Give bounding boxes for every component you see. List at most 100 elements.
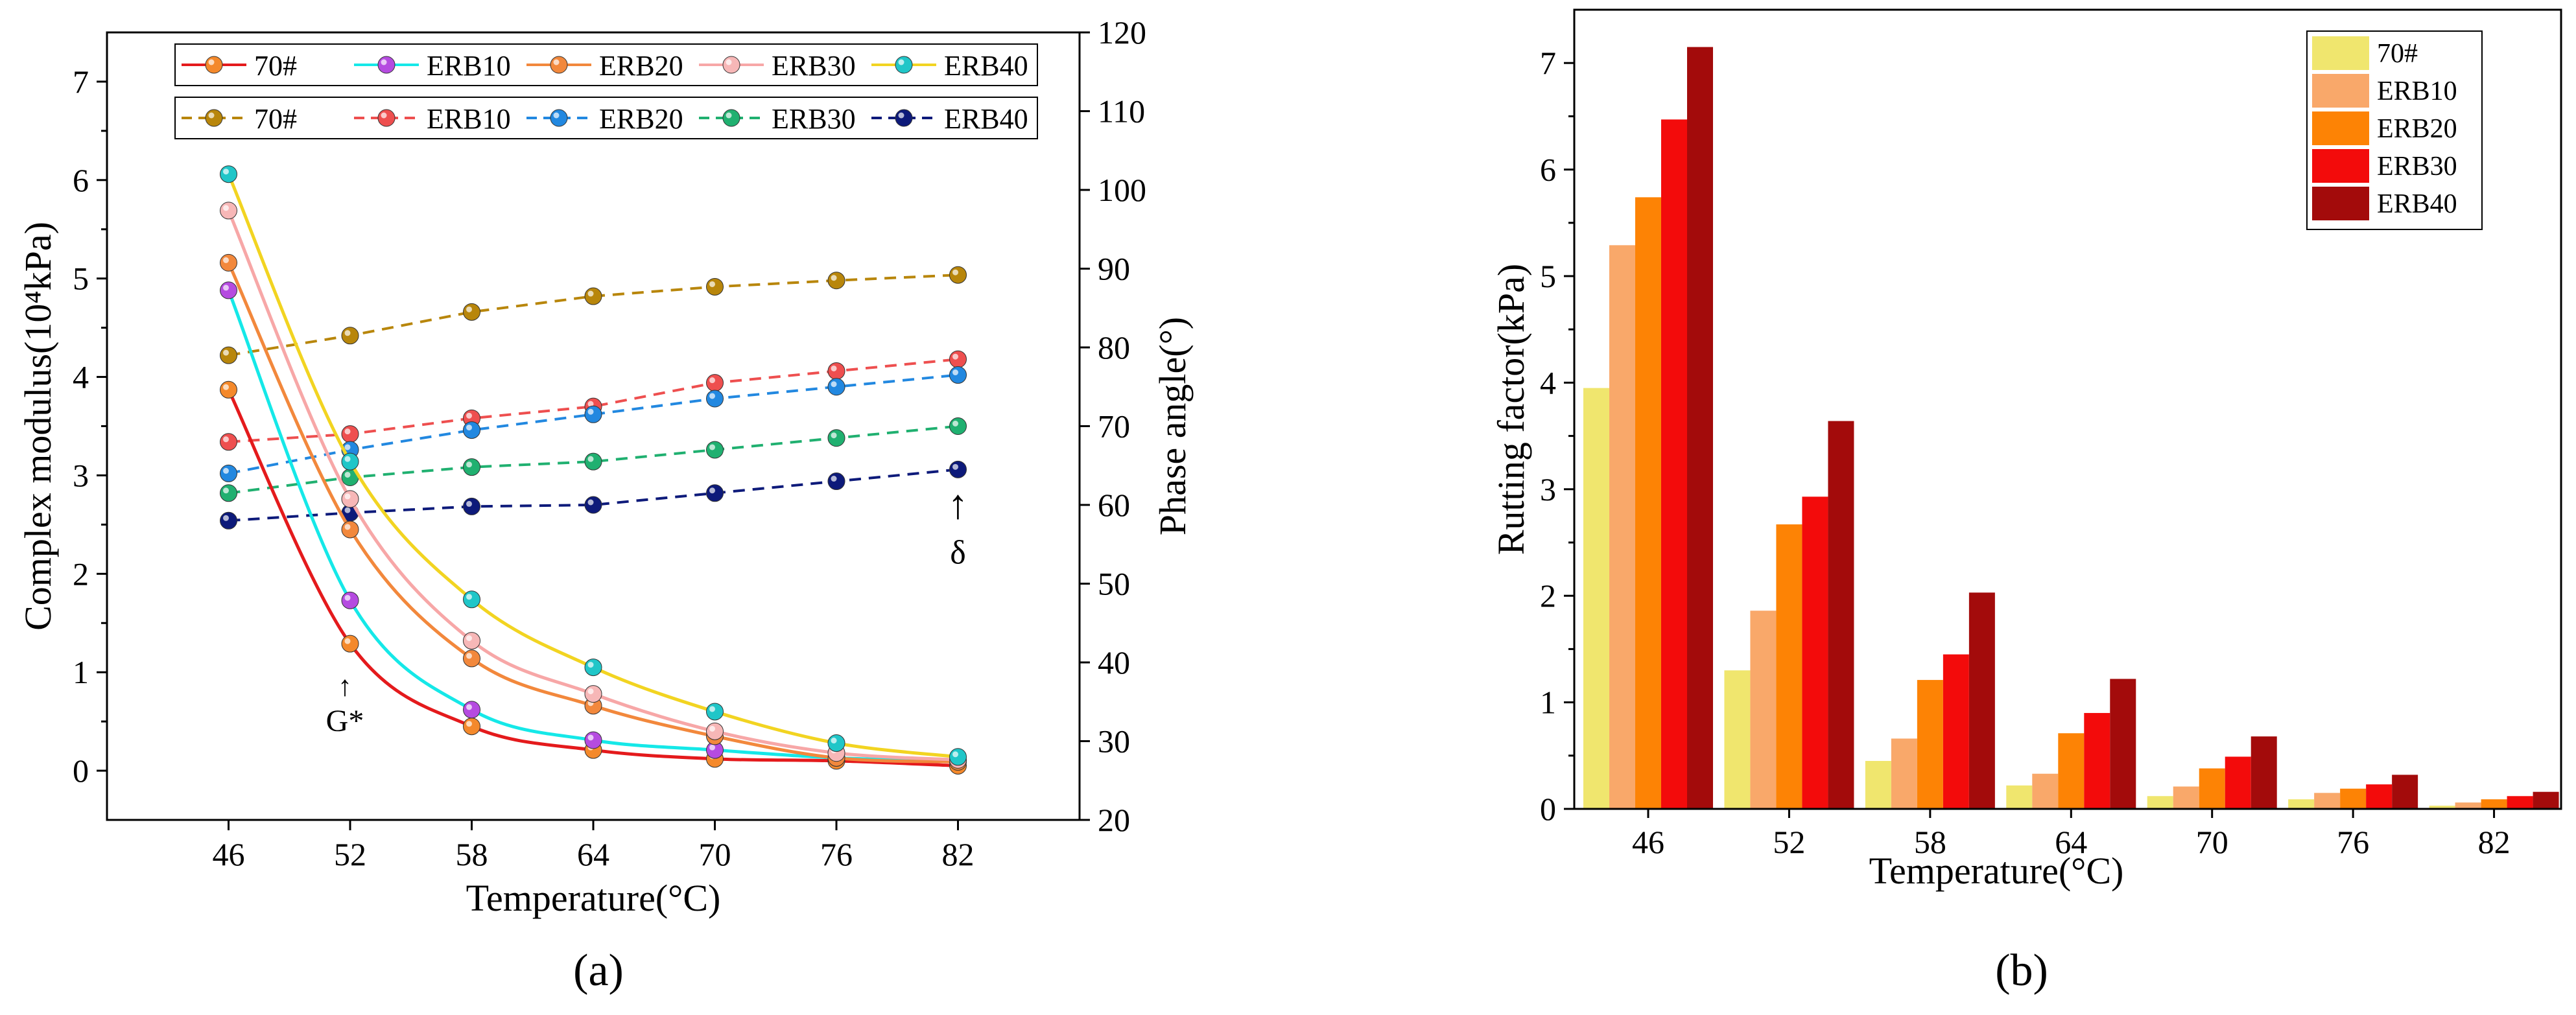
modulus-point	[949, 748, 967, 766]
phase-point-highlight	[952, 269, 958, 275]
modulus-point	[341, 452, 359, 471]
legend-swatch-marker	[550, 56, 568, 74]
legend-swatch-marker-highlight	[381, 59, 387, 65]
phase-line	[228, 274, 958, 357]
legend-swatch-marker-highlight	[553, 112, 560, 119]
phase-point-highlight	[952, 369, 958, 376]
bar	[2314, 793, 2341, 809]
phase-point-highlight	[344, 444, 351, 450]
legend-swatch-b	[2312, 187, 2369, 220]
bar	[2110, 679, 2136, 809]
legend-swatch-b	[2312, 149, 2369, 183]
x-tick-label-b: 58	[1914, 824, 1946, 860]
phase-point-highlight	[466, 461, 472, 468]
legend-label-b: 70#	[2377, 39, 2418, 69]
y-left-axis-title-a: Complex modulus(10⁴kPa)	[17, 222, 59, 631]
bar	[1661, 119, 1687, 809]
modulus-point-highlight	[587, 734, 594, 741]
phase-point-highlight	[344, 507, 351, 513]
bar	[2429, 806, 2455, 809]
phase-point	[463, 303, 480, 321]
y-tick-label-b: 0	[1540, 791, 1556, 827]
modulus-line	[227, 209, 958, 762]
x-tick-label-a: 58	[456, 836, 488, 872]
x-tick-label-a: 46	[213, 836, 245, 872]
phase-point-highlight	[952, 353, 958, 360]
bar	[2225, 756, 2251, 809]
legend-swatch-marker-highlight	[726, 59, 732, 65]
phase-point-highlight	[344, 428, 351, 435]
legend-swatch-marker	[895, 109, 913, 127]
modulus-point-highlight	[466, 594, 472, 600]
modulus-line	[227, 173, 958, 759]
phase-point	[827, 429, 845, 447]
panel-label-b: (b)	[1995, 946, 2048, 996]
legend-label-b: ERB20	[2377, 114, 2457, 144]
phase-point	[463, 497, 480, 515]
modulus-point-highlight	[466, 721, 472, 727]
phase-point-highlight	[831, 476, 837, 482]
modulus-point	[463, 632, 480, 650]
phase-point-highlight	[587, 499, 594, 506]
phase-point	[949, 266, 967, 284]
modulus-point	[341, 591, 359, 609]
modulus-point	[463, 590, 480, 609]
x-tick-label-b: 70	[2196, 824, 2228, 860]
bar	[2366, 784, 2393, 809]
annotation-g-arrow: ↑	[338, 670, 352, 702]
modulus-point	[827, 734, 845, 752]
modulus-point	[220, 380, 237, 399]
x-tick-label-a: 70	[699, 836, 731, 872]
modulus-point	[220, 253, 237, 272]
phase-point	[584, 452, 602, 471]
bar	[1724, 670, 1751, 809]
phase-point	[706, 374, 724, 392]
bar	[1635, 197, 1661, 809]
x-tick-label-b: 82	[2478, 824, 2511, 860]
legend-label: ERB40	[944, 103, 1028, 135]
bar	[2533, 791, 2559, 809]
bar	[1917, 680, 1943, 809]
y-tick-label-b: 3	[1540, 471, 1556, 508]
bar	[2032, 773, 2059, 809]
y-axis-title-b: Rutting factor(kPa)	[1490, 264, 1532, 555]
panel-label-a: (a)	[573, 946, 624, 996]
phase-point-highlight	[587, 408, 594, 415]
bar	[2147, 796, 2173, 809]
panel-b-chart: 46 52 58 64 70 76 82 0 1 2 3 4 5 6 7 Temperature(°C) Rut…	[1490, 8, 2562, 892]
phase-point-highlight	[831, 432, 837, 439]
modulus-point-highlight	[709, 706, 715, 712]
bar	[1865, 761, 1891, 809]
y-left-tick-label-a: 1	[73, 654, 89, 690]
y-right-axis-title-a: Phase angle(°)	[1152, 317, 1194, 535]
phase-point-highlight	[223, 436, 229, 443]
phase-point-highlight	[223, 349, 229, 356]
modulus-point-highlight	[587, 688, 594, 695]
bar	[1943, 654, 1969, 809]
phase-point	[463, 458, 480, 476]
x-tick-label-a: 52	[334, 836, 366, 872]
y-right-tick-label-a: 60	[1098, 487, 1130, 523]
legend-swatch-marker-highlight	[381, 112, 387, 119]
phase-point	[220, 433, 237, 451]
legend-label-b: ERB40	[2377, 189, 2457, 219]
y-right-tick-label-a: 20	[1098, 802, 1130, 838]
x-tick-label-b: 76	[2337, 824, 2369, 860]
bar	[2251, 736, 2277, 809]
phase-point	[827, 378, 845, 396]
legend-swatch-marker	[722, 109, 740, 127]
y-right-tick-label-a: 40	[1098, 644, 1130, 681]
y-right-tick-label-a: 80	[1098, 329, 1130, 366]
bar	[2392, 775, 2418, 809]
y-left-tick-label-a: 3	[73, 457, 89, 493]
legend-label: ERB30	[772, 50, 856, 82]
phase-point	[220, 346, 237, 364]
legend-label: 70#	[254, 103, 297, 135]
phase-point	[827, 362, 845, 380]
modulus-point-highlight	[344, 524, 351, 530]
phase-point	[827, 272, 845, 290]
modulus-point-highlight	[344, 493, 351, 500]
phase-point-highlight	[709, 393, 715, 399]
y-tick-label-b: 2	[1540, 578, 1556, 614]
y-right-tick-label-a: 110	[1098, 93, 1145, 130]
